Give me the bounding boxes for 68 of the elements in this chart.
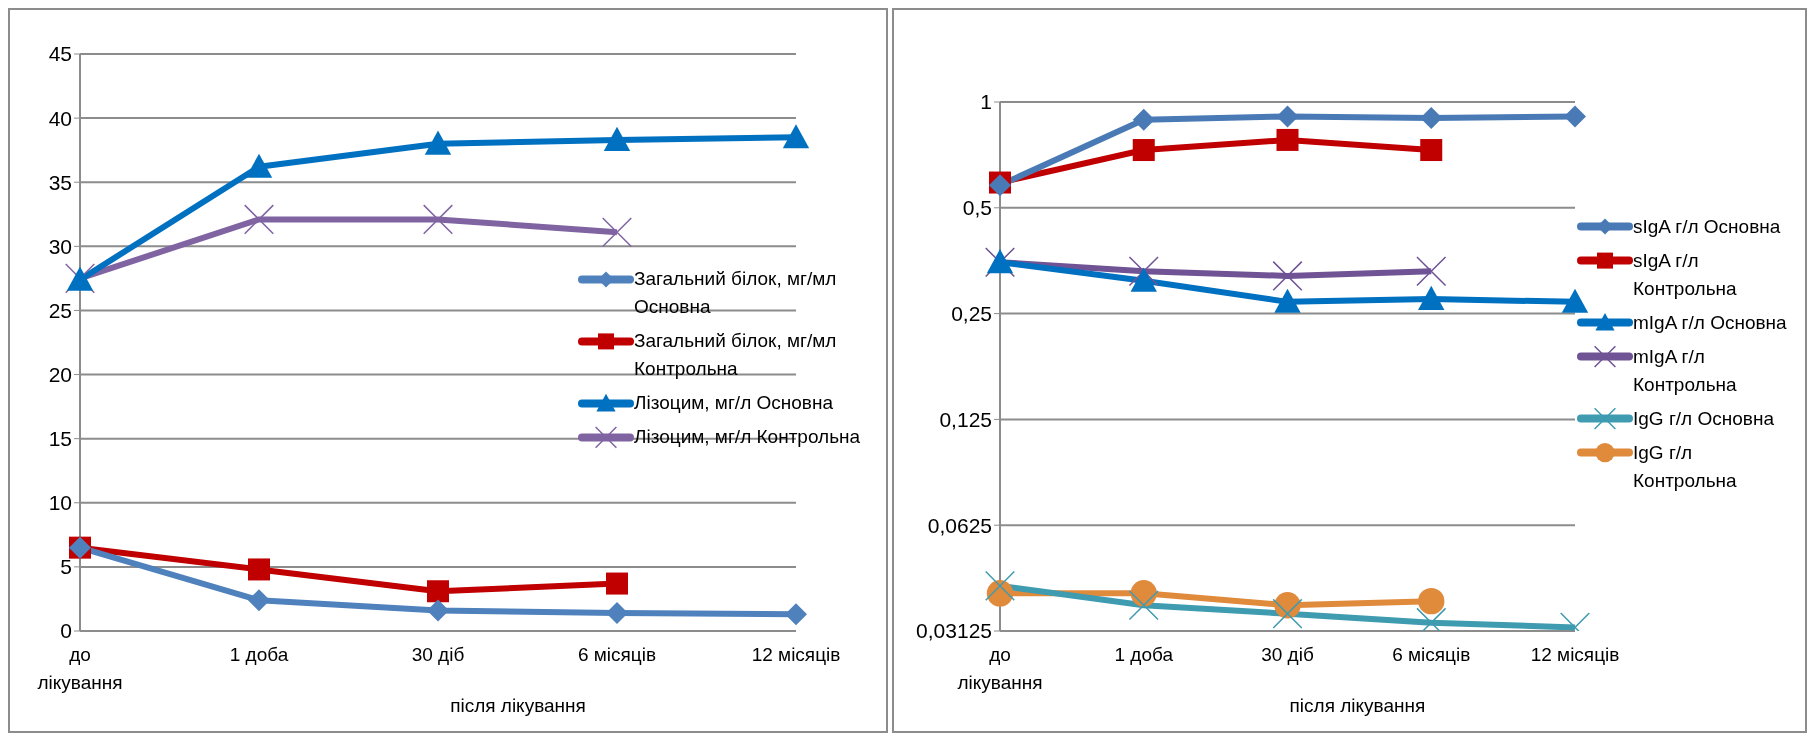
point — [1132, 139, 1155, 162]
y-tick-label: 0,125 — [939, 407, 992, 431]
point — [603, 126, 631, 151]
y-tick-label: 1 — [980, 90, 992, 114]
x-tick-label: 30 діб — [1261, 644, 1314, 665]
y-tick-label: 45 — [48, 42, 72, 66]
legend-label: mIgA г/л Контрольна — [1633, 344, 1738, 397]
point — [1130, 267, 1157, 292]
x-tick-label: 1 доба — [1114, 644, 1174, 665]
x-tick-label: 1 доба — [229, 644, 289, 665]
y-tick-label: 35 — [48, 170, 72, 194]
y-tick-label: 25 — [48, 298, 72, 322]
point — [248, 589, 270, 612]
y-tick-label: 20 — [48, 363, 72, 387]
point — [606, 572, 628, 595]
point — [984, 570, 1016, 601]
point — [1274, 288, 1301, 313]
y-tick-label: 30 — [48, 234, 72, 258]
point — [427, 580, 449, 603]
point — [1420, 139, 1443, 162]
y-tick-label: 0,0625 — [927, 513, 992, 537]
point — [248, 558, 270, 581]
point — [422, 204, 454, 235]
x-tick-label: 12 місяців — [1530, 644, 1620, 665]
x-tick-label: до лікування — [37, 644, 123, 693]
point — [785, 603, 807, 626]
x-tick-label: 6 місяців — [577, 644, 657, 665]
point — [245, 153, 273, 178]
point — [1416, 256, 1447, 287]
y-tick-label: 0,03125 — [916, 619, 992, 643]
point — [1132, 108, 1155, 131]
point — [1276, 105, 1299, 128]
x-tick-label: 30 діб — [411, 644, 465, 665]
y-tick-label: 5 — [60, 555, 72, 579]
y-tick-label: 0,5 — [962, 196, 992, 220]
legend-label: IgG г/л Контрольна — [1633, 440, 1738, 493]
legend-label: mIgA г/л Основна — [1633, 310, 1787, 335]
point — [1128, 590, 1159, 621]
legend-label: sIgA г/л Основна — [1633, 214, 1781, 239]
point — [1276, 128, 1299, 151]
point — [1418, 587, 1445, 615]
x-axis-title: після лікування — [1288, 695, 1427, 717]
y-tick-label: 15 — [48, 427, 72, 451]
point — [424, 130, 452, 155]
legend-label: IgG г/л Основна — [1633, 406, 1774, 431]
legend-label: Лізоцим, мг/л Контрольна — [634, 424, 861, 449]
point — [1418, 285, 1445, 311]
point — [427, 599, 449, 622]
y-tick-label: 10 — [48, 491, 72, 515]
y-tick-label: 40 — [48, 106, 72, 130]
point — [1272, 598, 1303, 629]
point — [782, 124, 810, 149]
point — [1272, 260, 1303, 291]
point — [1420, 107, 1443, 130]
legend-label: Загальний білок, мг/мл Основна — [634, 266, 838, 319]
x-tick-label: до лікування — [957, 644, 1043, 693]
x-tick-label: 12 місяців — [751, 644, 841, 665]
y-tick-label: 0 — [60, 619, 72, 643]
point — [606, 602, 628, 625]
legend-label: Лізоцим, мг/л Основна — [634, 390, 833, 415]
point — [243, 204, 275, 235]
point — [1561, 288, 1589, 313]
point — [601, 217, 633, 248]
point — [1564, 105, 1586, 128]
legend-label: Загальний білок, мг/мл Контрольна — [634, 328, 838, 381]
x-tick-label: 6 місяців — [1392, 644, 1471, 665]
x-axis-title: після лікування — [449, 695, 587, 717]
y-tick-label: 0,25 — [951, 302, 992, 326]
